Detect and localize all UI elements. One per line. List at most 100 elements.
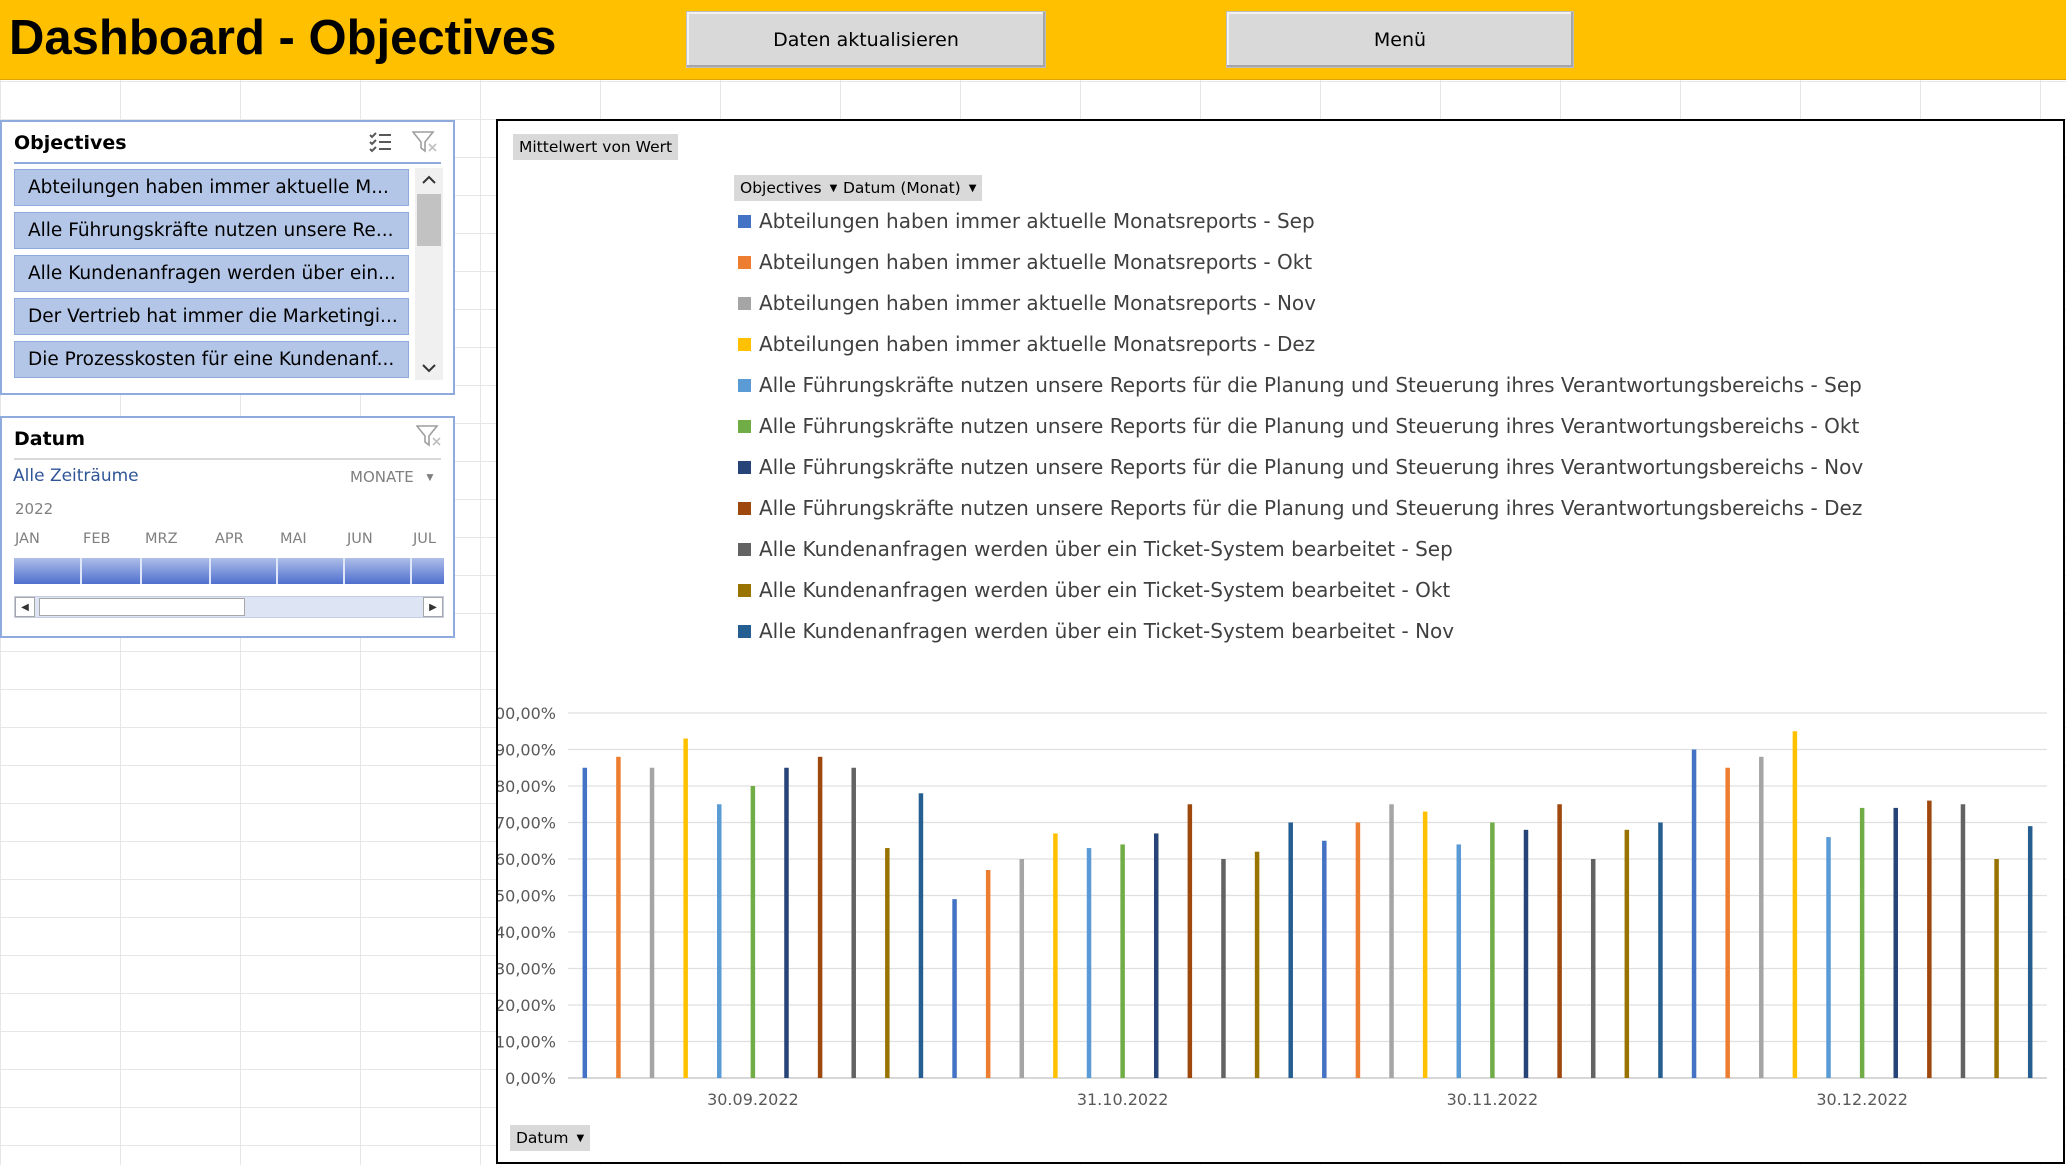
date-slicer-title: Datum	[14, 428, 85, 450]
x-tick-label: 30.12.2022	[1816, 1090, 1908, 1109]
bar	[1523, 829, 1529, 1078]
date-filter-button[interactable]: Datum (Monat) ▼	[837, 175, 983, 201]
bar	[1322, 840, 1327, 1078]
objective-item[interactable]: Die Prozesskosten für eine Kundenanf...	[14, 341, 409, 378]
time-level-select[interactable]: MONATE	[350, 468, 414, 486]
bar	[1389, 804, 1394, 1078]
dropdown-arrow-icon: ▼	[829, 182, 838, 194]
scroll-left-icon[interactable]: ◀	[15, 597, 35, 617]
chevron-down-icon[interactable]: ▼	[424, 470, 436, 484]
timeline-selection-bar[interactable]	[14, 558, 444, 584]
bar	[918, 793, 924, 1078]
legend-label: Abteilungen haben immer aktuelle Monatsr…	[759, 250, 1313, 274]
legend-swatch	[738, 337, 751, 351]
axis-field-button[interactable]: Datum ▼	[510, 1125, 591, 1151]
legend-label: Abteilungen haben immer aktuelle Monatsr…	[759, 209, 1315, 233]
month-label: JUN	[347, 531, 373, 547]
month-label: MAI	[280, 531, 307, 547]
x-tick-label: 31.10.2022	[1077, 1090, 1169, 1109]
month-label: JUL	[413, 531, 436, 547]
year-label: 2022	[15, 500, 54, 518]
bar	[1859, 807, 1865, 1078]
bar	[1355, 822, 1361, 1078]
timeline-tick	[343, 558, 345, 584]
objective-item[interactable]: Alle Führungskräfte nutzen unsere Re...	[14, 212, 409, 249]
timeline-scroll-thumb[interactable]	[39, 598, 245, 616]
bar	[1086, 848, 1092, 1078]
clear-filter-icon[interactable]	[410, 128, 440, 156]
bar	[1120, 844, 1125, 1078]
bar	[1187, 804, 1193, 1078]
bar	[1658, 822, 1663, 1078]
y-tick-label: 30,00%	[498, 960, 556, 979]
scroll-right-icon[interactable]: ▶	[423, 597, 443, 617]
y-tick-label: 20,00%	[498, 996, 556, 1015]
objective-item[interactable]: Alle Kundenanfragen werden über ein...	[14, 255, 409, 292]
y-tick-label: 100,00%	[498, 704, 556, 723]
bar	[1288, 822, 1293, 1078]
month-label: FEB	[83, 531, 111, 547]
month-label: APR	[215, 531, 244, 547]
clear-filter-icon[interactable]	[414, 422, 444, 450]
legend-swatch	[738, 378, 751, 392]
bar	[1624, 829, 1630, 1078]
legend-label: Abteilungen haben immer aktuelle Monatsr…	[759, 332, 1316, 356]
x-tick-label: 30.11.2022	[1447, 1090, 1539, 1109]
month-label: MRZ	[145, 531, 178, 547]
objective-item[interactable]: Abteilungen haben immer aktuelle M...	[14, 169, 409, 206]
bar	[1691, 749, 1697, 1078]
y-tick-label: 10,00%	[498, 1033, 556, 1052]
bar	[683, 738, 688, 1078]
bar	[1490, 822, 1495, 1078]
menu-button[interactable]: Menü	[1226, 11, 1574, 68]
legend-item: Alle Kundenanfragen werden über ein Tick…	[738, 534, 1453, 564]
legend-item: Alle Führungskräfte nutzen unsere Report…	[738, 493, 1862, 523]
legend-swatch	[738, 624, 751, 638]
legend-item: Alle Führungskräfte nutzen unsere Report…	[738, 411, 1859, 441]
objectives-slicer-title: Objectives	[14, 132, 127, 154]
bar	[649, 767, 655, 1078]
slicer-divider	[14, 162, 441, 164]
month-labels: JAN FEB MRZ APR MAI JUN JUL	[14, 531, 444, 551]
chart-plot-area: 0,00% 10,00% 20,00% 30,00% 40,00% 50,00% 60,00…	[498, 704, 2047, 1109]
scroll-down-icon[interactable]	[415, 356, 443, 380]
scroll-up-icon[interactable]	[415, 168, 443, 192]
date-filter-label: Datum (Monat)	[843, 179, 961, 197]
objective-item[interactable]: Der Vertrieb hat immer die Marketingi...	[14, 298, 409, 335]
legend-item: Abteilungen haben immer aktuelle Monatsr…	[738, 329, 1315, 359]
bar	[616, 756, 621, 1078]
value-field-button[interactable]: Mittelwert von Wert	[513, 134, 679, 160]
y-tick-label: 0,00%	[505, 1069, 556, 1088]
bar	[1826, 837, 1831, 1078]
legend-label: Alle Führungskräfte nutzen unsere Report…	[759, 455, 1864, 479]
objectives-slicer: Objectives Abteilungen haben immer aktue…	[0, 120, 455, 395]
bar	[784, 767, 789, 1078]
all-periods-label[interactable]: Alle Zeiträume	[13, 466, 139, 486]
legend-item: Alle Kundenanfragen werden über ein Tick…	[738, 616, 1454, 646]
month-label: JAN	[15, 531, 40, 547]
timeline-tick	[140, 558, 142, 584]
timeline-tick	[410, 558, 412, 584]
legend-label: Alle Kundenanfragen werden über ein Tick…	[759, 578, 1451, 602]
timeline-tick	[276, 558, 278, 584]
objectives-filter-label: Objectives	[740, 179, 822, 197]
y-tick-label: 40,00%	[498, 923, 556, 942]
dropdown-arrow-icon: ▼	[968, 182, 977, 194]
value-field-label: Mittelwert von Wert	[519, 138, 673, 156]
objectives-filter-button[interactable]: Objectives ▼	[734, 175, 844, 201]
page-title: Dashboard - Objectives	[9, 11, 557, 65]
objectives-scrollbar[interactable]	[415, 168, 443, 380]
bar	[1153, 833, 1159, 1078]
timeline-tick	[80, 558, 82, 584]
pivot-chart[interactable]: Mittelwert von Wert Objectives ▼ Datum (M…	[496, 119, 2065, 1164]
refresh-data-button[interactable]: Daten aktualisieren	[686, 11, 1046, 68]
bar	[2027, 826, 2033, 1078]
timeline-scrollbar[interactable]: ◀ ▶	[14, 596, 444, 618]
bar	[1590, 859, 1596, 1078]
legend-label: Alle Führungskräfte nutzen unsere Report…	[759, 414, 1860, 438]
multi-select-icon[interactable]	[366, 128, 394, 156]
y-tick-label: 80,00%	[498, 777, 556, 796]
bar	[985, 869, 991, 1078]
scroll-thumb[interactable]	[417, 194, 441, 246]
legend-label: Alle Führungskräfte nutzen unsere Report…	[759, 373, 1862, 397]
